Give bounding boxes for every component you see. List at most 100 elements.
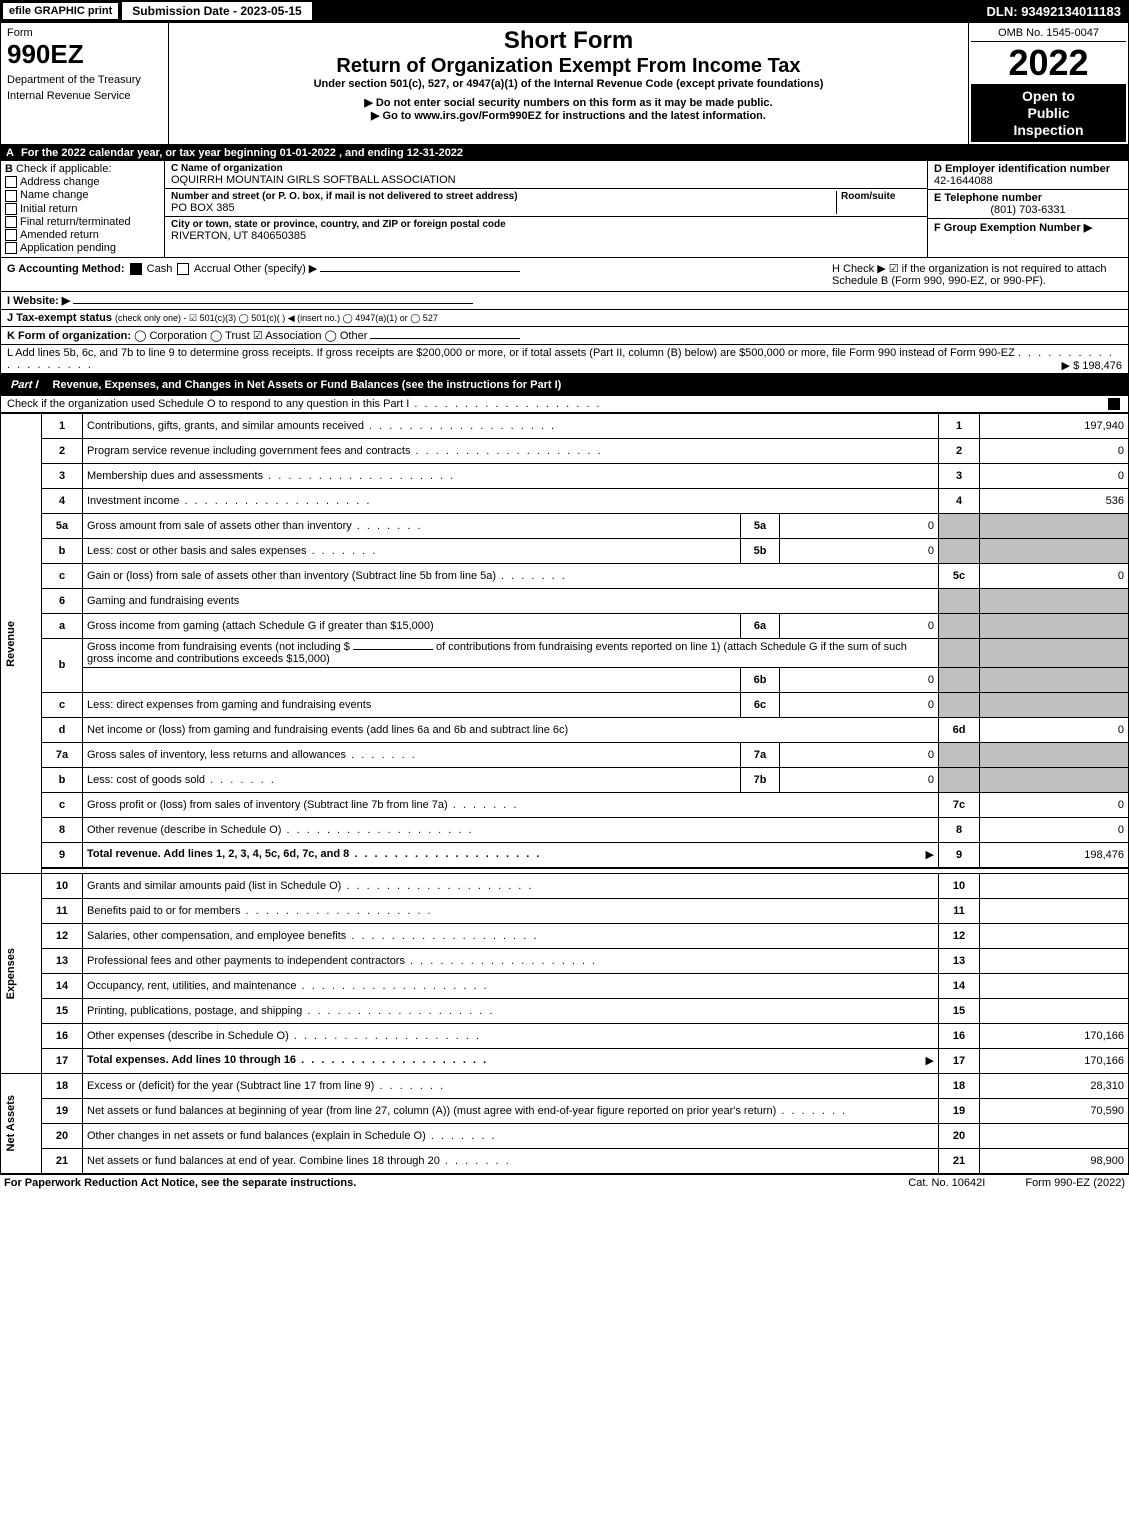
footer-right: Form 990-EZ (2022) [1025, 1177, 1125, 1189]
line-2: 2 Program service revenue including gove… [1, 438, 1129, 463]
l8-box: 8 [939, 817, 980, 842]
l20-desc: Other changes in net assets or fund bala… [87, 1130, 497, 1142]
section-j: J Tax-exempt status (check only one) - ☑… [0, 310, 1129, 327]
dln: DLN: 93492134011183 [987, 4, 1129, 19]
opt-name-change: Name change [20, 189, 89, 201]
checkbox-application-pending[interactable] [5, 242, 17, 254]
checkbox-initial-return[interactable] [5, 203, 17, 215]
l2-num: 2 [42, 438, 83, 463]
k-other-input[interactable] [370, 338, 520, 339]
opt-address-change: Address change [20, 176, 100, 188]
l11-desc: Benefits paid to or for members [87, 905, 433, 917]
l10-desc: Grants and similar amounts paid (list in… [87, 880, 533, 892]
line-5c: c Gain or (loss) from sale of assets oth… [1, 563, 1129, 588]
ein-value: 42-1644088 [934, 175, 1122, 187]
l19-num: 19 [42, 1098, 83, 1123]
l12-desc: Salaries, other compensation, and employ… [87, 930, 538, 942]
l3-desc: Membership dues and assessments [87, 470, 455, 482]
efile-graphic-print-button[interactable]: efile GRAPHIC print [2, 2, 119, 20]
l6a-desc: Gross income from gaming (attach Schedul… [83, 613, 741, 638]
checkbox-amended-return[interactable] [5, 229, 17, 241]
l6c-desc: Less: direct expenses from gaming and fu… [83, 692, 741, 717]
l14-amount [980, 973, 1129, 998]
phone-value: (801) 703-6331 [934, 204, 1122, 216]
inspection-tag: Open to Public Inspection [971, 84, 1126, 142]
l5c-desc: Gain or (loss) from sale of assets other… [87, 570, 567, 582]
l17-num: 17 [42, 1048, 83, 1073]
l7c-num: c [42, 792, 83, 817]
l6c-sub: 6c [741, 692, 780, 717]
l7c-desc: Gross profit or (loss) from sales of inv… [87, 799, 518, 811]
checkbox-accrual[interactable] [177, 263, 189, 275]
l16-desc: Other expenses (describe in Schedule O) [87, 1030, 481, 1042]
l12-num: 12 [42, 923, 83, 948]
checkbox-name-change[interactable] [5, 190, 17, 202]
line-14: 14 Occupancy, rent, utilities, and maint… [1, 973, 1129, 998]
l6b-sub: 6b [741, 667, 780, 692]
l6c-num: c [42, 692, 83, 717]
l17-desc: Total expenses. Add lines 10 through 16 [87, 1054, 488, 1066]
line-16: 16 Other expenses (describe in Schedule … [1, 1023, 1129, 1048]
inspection-line-3: Inspection [1013, 122, 1083, 138]
footer-center: Cat. No. 10642I [908, 1177, 985, 1189]
org-name: OQUIRRH MOUNTAIN GIRLS SOFTBALL ASSOCIAT… [171, 174, 921, 186]
letter-b: B [5, 163, 13, 175]
checkbox-schedule-o[interactable] [1108, 398, 1120, 410]
i-label: I Website: ▶ [7, 295, 70, 307]
opt-accrual: Accrual [194, 263, 231, 275]
line-6a: a Gross income from gaming (attach Sched… [1, 613, 1129, 638]
l20-box: 20 [939, 1123, 980, 1148]
l7a-sub: 7a [741, 742, 780, 767]
opt-application-pending: Application pending [20, 242, 116, 254]
l15-box: 15 [939, 998, 980, 1023]
subtitle: Under section 501(c), 527, or 4947(a)(1)… [173, 78, 964, 90]
l5b-num: b [42, 538, 83, 563]
g-label: G Accounting Method: [7, 263, 125, 275]
l8-num: 8 [42, 817, 83, 842]
l7b-desc: Less: cost of goods sold [87, 774, 276, 786]
section-cde: C Name of organization OQUIRRH MOUNTAIN … [165, 161, 1128, 257]
l5c-amount: 0 [980, 563, 1129, 588]
part-1-check-row: Check if the organization used Schedule … [0, 396, 1129, 413]
footer-left: For Paperwork Reduction Act Notice, see … [4, 1177, 868, 1189]
opt-other: Other (specify) ▶ [234, 263, 318, 275]
line-7a: 7a Gross sales of inventory, less return… [1, 742, 1129, 767]
website-input[interactable] [73, 303, 473, 304]
l7b-num: b [42, 767, 83, 792]
top-bar: efile GRAPHIC print Submission Date - 20… [0, 0, 1129, 22]
section-c: C Name of organization OQUIRRH MOUNTAIN … [165, 161, 928, 257]
l2-desc: Program service revenue including govern… [87, 445, 603, 457]
form-header: Form 990EZ Department of the Treasury In… [0, 22, 1129, 145]
department-line-2: Internal Revenue Service [7, 90, 162, 102]
line-8: 8 Other revenue (describe in Schedule O)… [1, 817, 1129, 842]
l5c-box: 5c [939, 563, 980, 588]
l7c-amount: 0 [980, 792, 1129, 817]
checkbox-cash[interactable] [130, 263, 142, 275]
section-b: B Check if applicable: Address change Na… [1, 161, 165, 257]
line-12: 12 Salaries, other compensation, and emp… [1, 923, 1129, 948]
l6-desc: Gaming and fundraising events [83, 588, 939, 613]
l6b-blank[interactable] [353, 649, 433, 650]
tax-year: 2022 [971, 42, 1126, 84]
l21-box: 21 [939, 1148, 980, 1173]
l7c-box: 7c [939, 792, 980, 817]
l13-amount [980, 948, 1129, 973]
checkbox-final-return[interactable] [5, 216, 17, 228]
l4-amount: 536 [980, 488, 1129, 513]
e-phone-label: E Telephone number [934, 192, 1122, 204]
l14-num: 14 [42, 973, 83, 998]
l6a-sub: 6a [741, 613, 780, 638]
l3-amount: 0 [980, 463, 1129, 488]
line-6d: d Net income or (loss) from gaming and f… [1, 717, 1129, 742]
section-i: I Website: ▶ [0, 292, 1129, 310]
inspection-line-2: Public [1027, 105, 1069, 121]
l11-num: 11 [42, 898, 83, 923]
section-de: D Employer identification number 42-1644… [928, 161, 1128, 257]
k-opts: ◯ Corporation ◯ Trust ☑ Association ◯ Ot… [134, 330, 367, 342]
l5a-sub: 5a [741, 513, 780, 538]
l8-amount: 0 [980, 817, 1129, 842]
instruction-1: ▶ Do not enter social security numbers o… [173, 96, 964, 109]
other-specify-input[interactable] [320, 271, 520, 272]
section-k: K Form of organization: ◯ Corporation ◯ … [0, 327, 1129, 345]
checkbox-address-change[interactable] [5, 176, 17, 188]
